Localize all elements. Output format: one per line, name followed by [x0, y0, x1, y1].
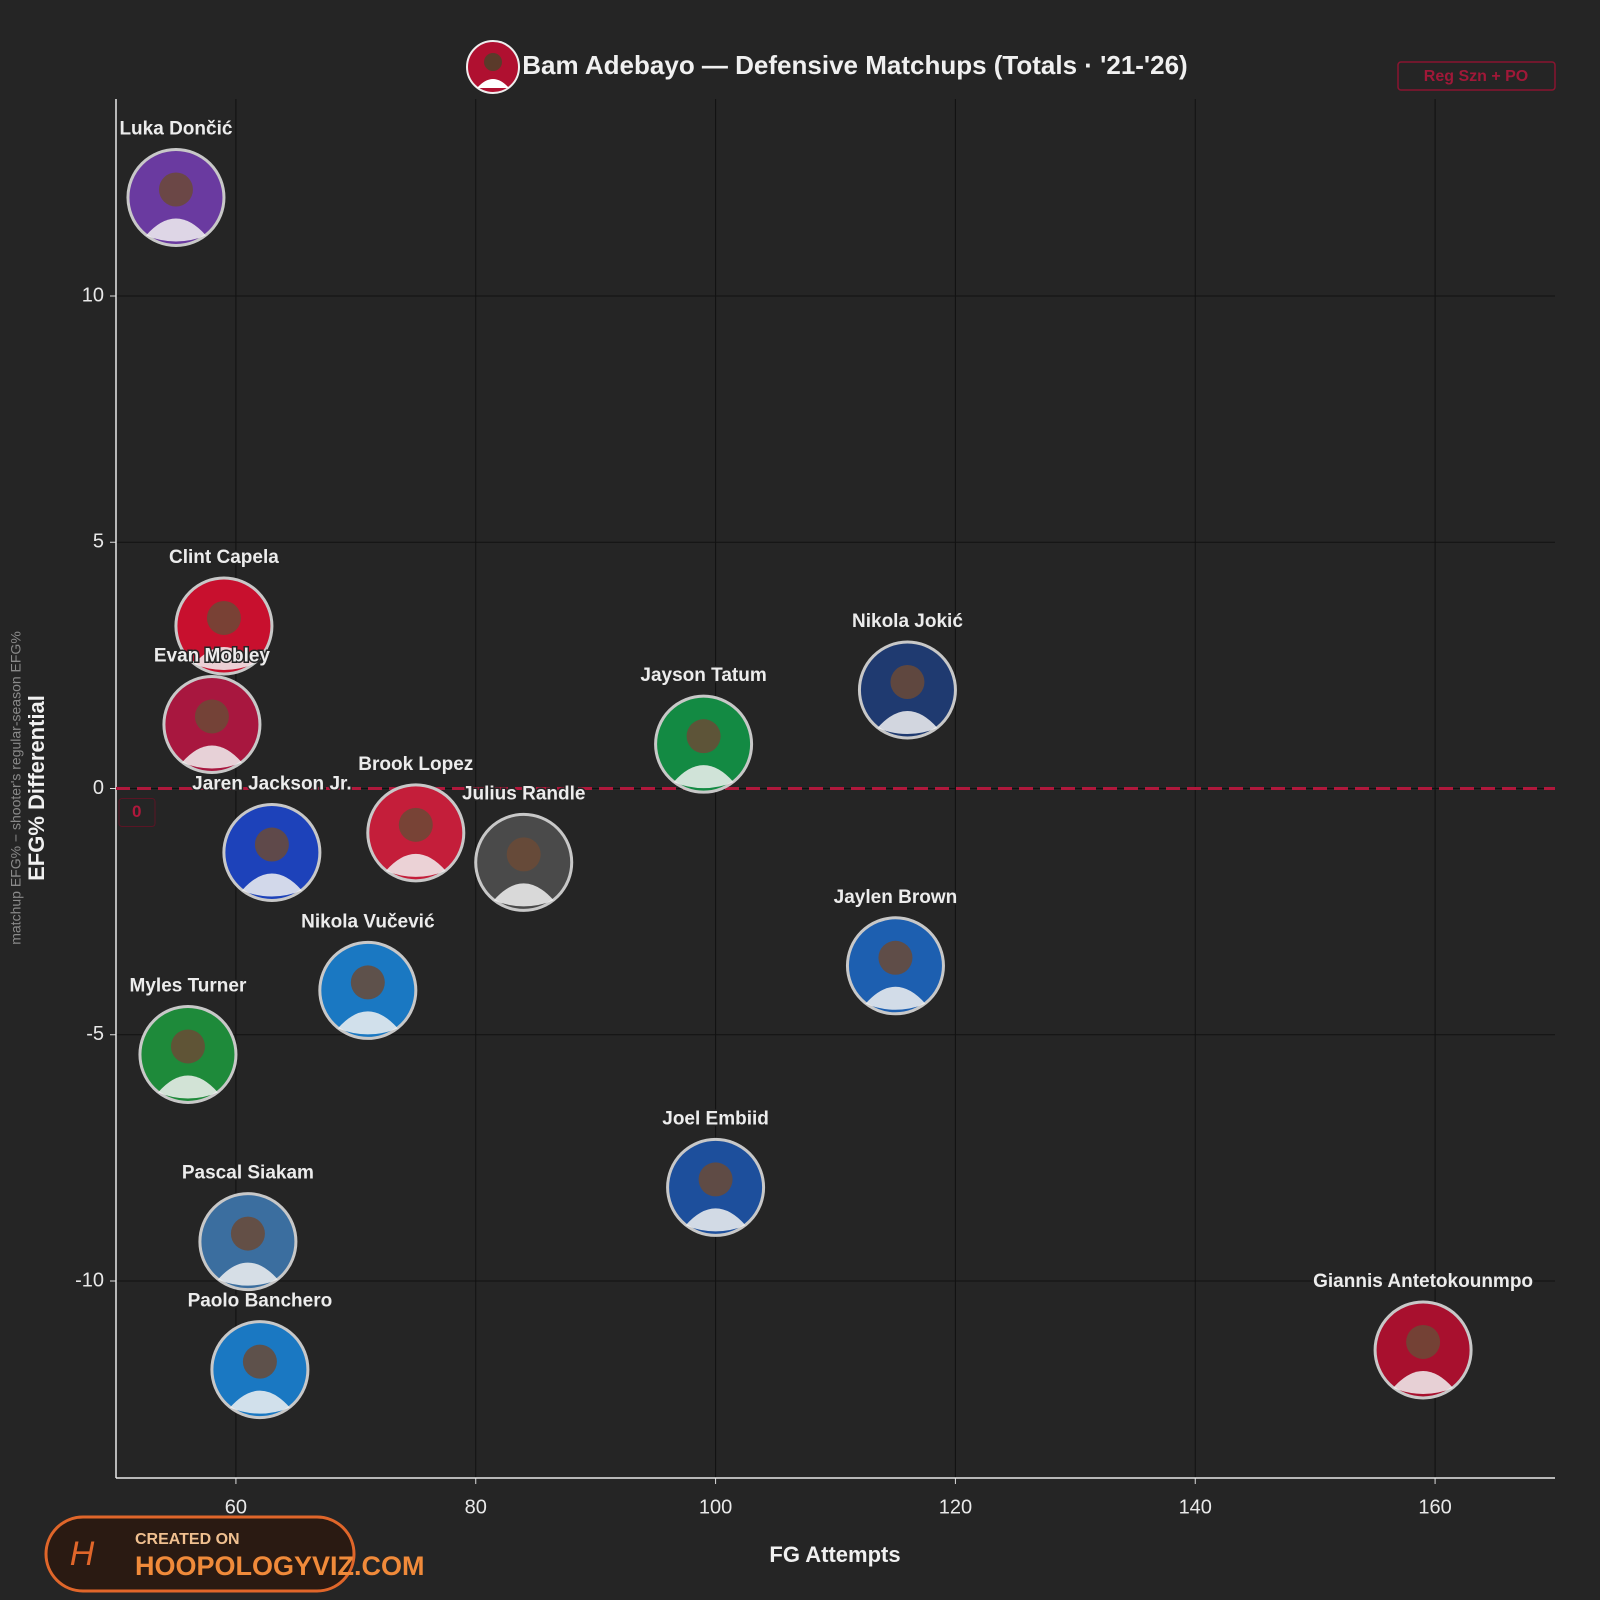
badge: Reg Szn + PO: [1424, 68, 1528, 85]
point-label: Jaren Jackson Jr.: [192, 774, 352, 795]
y-tick-label: 5: [93, 531, 104, 553]
player-jersey: [217, 1262, 278, 1286]
point-label: Pascal Siakam: [182, 1163, 314, 1184]
player-jersey: [493, 883, 554, 907]
player-head: [242, 1344, 277, 1379]
point-label: Brook Lopez: [358, 754, 473, 775]
player-jersey: [673, 765, 734, 789]
badge-box: [1397, 61, 1556, 91]
player-head: [1406, 1324, 1441, 1359]
player-point: Paolo Banchero: [186, 1289, 334, 1420]
point-label: Luka Dončić: [119, 119, 232, 140]
point-label: Joel Embiid: [662, 1108, 769, 1129]
player-head: [686, 719, 721, 754]
watermark: H CREATED ON HOOPOLOGYVIZ.COM: [44, 1515, 425, 1593]
x-axis-label: FG Attempts: [769, 1542, 900, 1567]
player-jersey: [337, 1011, 398, 1035]
player-head: [194, 699, 229, 734]
x-tick-label: 80: [465, 1496, 487, 1518]
player-point: Evan Mobley: [152, 644, 272, 774]
player-point: Nikola Jokić: [851, 610, 965, 740]
player-head: [698, 1162, 733, 1197]
zero-label: 0: [132, 802, 141, 821]
player-point: Nikola Vučević: [300, 910, 436, 1040]
player-point: Luka Dončić: [118, 117, 234, 247]
point-label: Evan Mobley: [154, 645, 271, 666]
player-head: [506, 837, 541, 872]
y-axis-sublabel: matchup EFG% − shooter's regular-season …: [8, 631, 24, 945]
player-head: [398, 807, 433, 842]
player-head: [206, 600, 241, 635]
player-jersey: [1393, 1370, 1454, 1394]
player-jersey: [685, 1208, 746, 1232]
y-axis-label: EFG% Differential: [24, 695, 49, 881]
title-icon: [466, 40, 520, 94]
player-jersey: [157, 1075, 218, 1099]
point-label: Myles Turner: [130, 975, 247, 996]
player-point: Brook Lopez: [357, 752, 475, 883]
y-tick-label: 0: [93, 777, 104, 799]
player-head: [350, 965, 385, 1000]
player-jersey: [877, 711, 938, 734]
watermark-line1: CREATED ON: [135, 1531, 240, 1548]
player-point: Jaylen Brown: [832, 885, 959, 1016]
x-tick-label: 120: [939, 1496, 972, 1518]
point-label: Clint Capela: [169, 547, 279, 568]
player-jersey: [145, 218, 206, 242]
player-head: [230, 1216, 265, 1251]
player-point: Jayson Tatum: [639, 664, 768, 794]
player-point: Julius Randle: [460, 782, 587, 912]
x-tick-label: 140: [1179, 1496, 1212, 1518]
player-head: [890, 665, 925, 699]
x-tick-label: 100: [699, 1496, 732, 1518]
x-tick-label: 60: [225, 1496, 247, 1518]
point-label: Jaylen Brown: [834, 887, 958, 908]
point-label: Giannis Antetokounmpo: [1313, 1271, 1533, 1292]
svg-text:H: H: [70, 1535, 95, 1573]
player-jersey: [229, 1390, 290, 1414]
player-point: Clint Capela: [168, 545, 281, 676]
point-label: Nikola Jokić: [852, 611, 963, 632]
player-point: Myles Turner: [128, 974, 248, 1104]
player-jersey: [241, 873, 302, 897]
y-tick-label: 10: [82, 284, 104, 306]
zero-label-box: [118, 798, 156, 827]
watermark-line2: HOOPOLOGYVIZ.COM: [135, 1551, 425, 1581]
player-point: Giannis Antetokounmpo: [1312, 1269, 1535, 1400]
player-head: [170, 1029, 205, 1064]
chart-title: Bam Adebayo — Defensive Matchups (Totals…: [522, 50, 1187, 80]
point-label: Jayson Tatum: [640, 665, 766, 686]
player-jersey: [385, 853, 446, 877]
point-label: Nikola Vučević: [301, 911, 435, 932]
x-tick-label: 160: [1418, 1496, 1451, 1518]
point-label: Paolo Banchero: [188, 1291, 333, 1312]
player-head: [254, 827, 289, 862]
player-point: Pascal Siakam: [180, 1161, 315, 1292]
player-jersey: [181, 745, 242, 769]
player-jersey: [193, 646, 254, 670]
player-head: [158, 172, 193, 207]
y-tick-label: -5: [86, 1023, 104, 1045]
player-point: Jaren Jackson Jr.: [191, 772, 353, 903]
player-point: Joel Embiid: [661, 1107, 770, 1237]
point-label: Julius Randle: [462, 783, 586, 804]
player-jersey: [865, 986, 926, 1010]
y-tick-label: -10: [75, 1269, 104, 1291]
player-head: [878, 940, 913, 975]
